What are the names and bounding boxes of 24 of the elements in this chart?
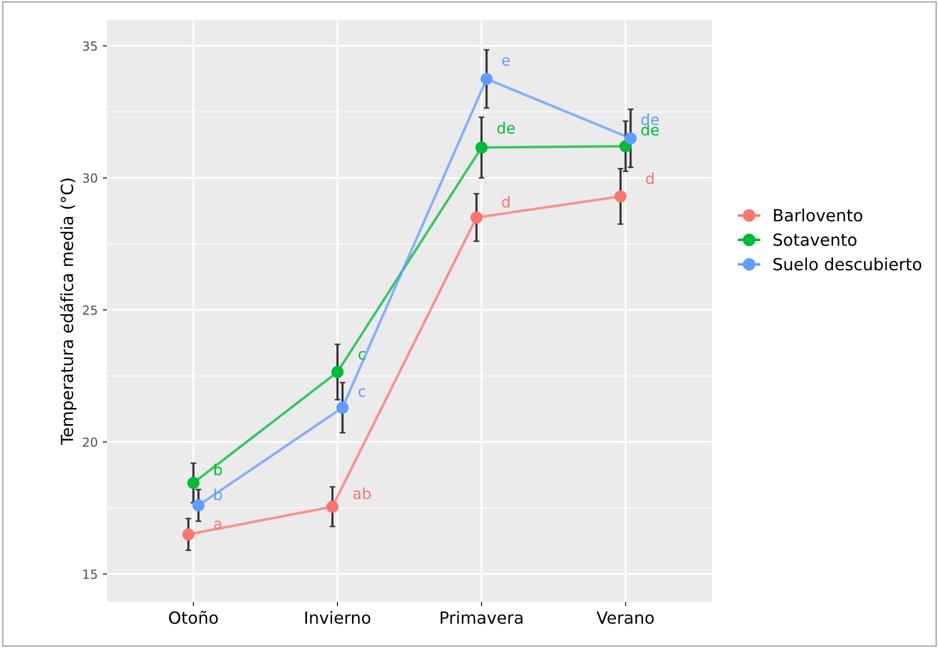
legend-label: Suelo descubierto [774, 258, 922, 270]
x-tick-label: Otoño [169, 610, 218, 624]
y-tick-label: 35 [83, 41, 97, 51]
legend-label: Barlovento [774, 208, 862, 222]
y-tick-label: 25 [82, 305, 97, 315]
y-axis-title: Temperatura edáfica media (°C) [60, 178, 77, 445]
data-label: de [641, 113, 659, 126]
data-label: e [502, 57, 510, 66]
data-label: ab [353, 487, 371, 500]
data-label: de [641, 124, 659, 136]
data-label: de [497, 122, 515, 134]
data-label: d [646, 172, 654, 184]
x-tick-label: Invierno [305, 611, 370, 624]
x-tick-label: Primavera [440, 611, 522, 624]
y-tick-label: 30 [83, 173, 98, 183]
y-tick-label: 15 [83, 570, 97, 579]
x-tick-label: Verano [596, 612, 654, 624]
y-tick-label: 20 [82, 437, 98, 447]
data-label: a [214, 520, 222, 530]
legend-label: Sotavento [774, 233, 856, 246]
data-label: d [502, 196, 510, 208]
data-label: c [358, 351, 366, 360]
data-label: c [358, 388, 366, 398]
data-label: b [214, 464, 222, 476]
